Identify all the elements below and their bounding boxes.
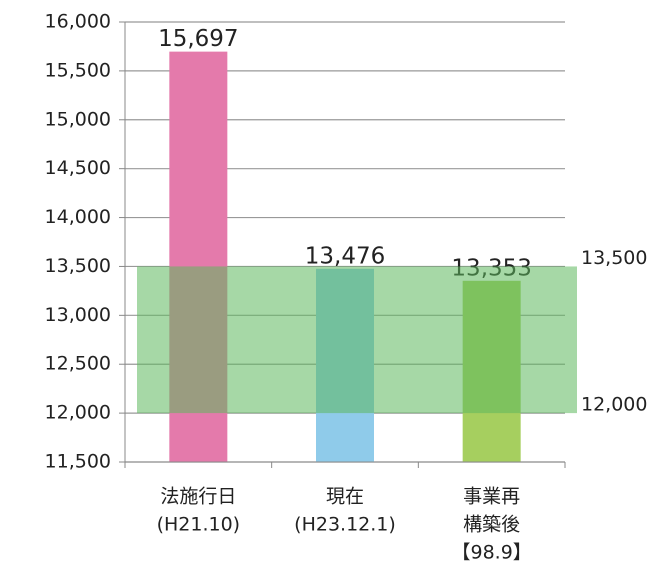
y-tick-label: 14,000: [45, 206, 111, 228]
x-tick-label: (H21.10): [157, 514, 241, 536]
y-tick-label: 11,500: [45, 451, 111, 473]
x-tick-label: 構築後: [463, 514, 520, 536]
y-tick-label: 16,000: [45, 11, 111, 33]
x-tick-label: 現在: [326, 486, 364, 508]
y-tick-label: 13,500: [45, 255, 111, 277]
y-tick-label: 15,500: [45, 59, 111, 81]
x-tick-label: 事業再: [463, 486, 520, 508]
y-tick-label: 13,000: [45, 304, 111, 326]
y-tick-label: 12,000: [45, 402, 111, 424]
y-tick-label: 15,000: [45, 108, 111, 130]
y-tick-label: 14,500: [45, 157, 111, 179]
y-tick-label: 12,500: [45, 353, 111, 375]
target-band: [137, 266, 577, 414]
value-label: 15,697: [158, 26, 238, 52]
x-tick-label: 【98.9】: [452, 542, 532, 564]
x-tick-label: (H23.12.1): [294, 514, 396, 536]
value-label: 13,476: [305, 243, 385, 269]
x-tick-label: 法施行日: [160, 486, 236, 508]
band-label: 13,500: [581, 247, 647, 269]
band-label: 12,000: [581, 394, 647, 416]
